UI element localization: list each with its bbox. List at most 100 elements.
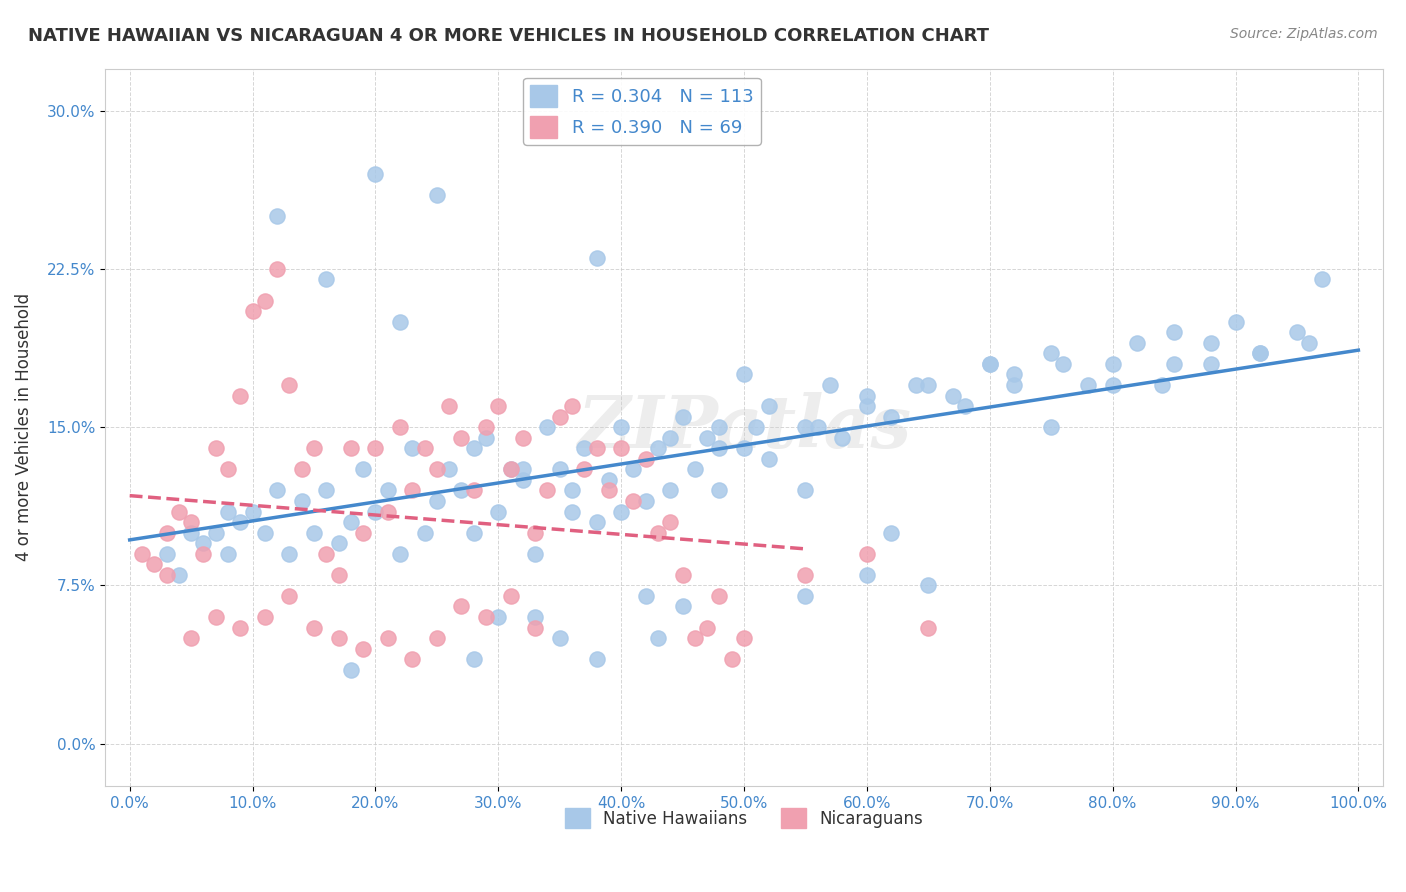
Native Hawaiians xyxy=(278,547,301,561)
Native Hawaiians xyxy=(463,442,485,456)
Native Hawaiians xyxy=(1126,335,1149,350)
Native Hawaiians xyxy=(709,420,731,434)
Native Hawaiians xyxy=(463,525,485,540)
Nicaraguans xyxy=(598,483,620,498)
Native Hawaiians xyxy=(1285,325,1308,339)
Nicaraguans xyxy=(426,631,449,645)
Native Hawaiians xyxy=(364,167,387,181)
Native Hawaiians xyxy=(979,357,1001,371)
Native Hawaiians xyxy=(1150,378,1173,392)
Nicaraguans xyxy=(917,621,939,635)
Nicaraguans xyxy=(340,442,363,456)
Native Hawaiians xyxy=(794,589,817,603)
Native Hawaiians xyxy=(671,409,693,424)
Native Hawaiians xyxy=(1052,357,1074,371)
Nicaraguans xyxy=(401,483,423,498)
Native Hawaiians xyxy=(610,420,633,434)
Nicaraguans xyxy=(131,547,153,561)
Nicaraguans xyxy=(143,558,166,572)
Native Hawaiians xyxy=(315,272,337,286)
Native Hawaiians xyxy=(905,378,928,392)
Native Hawaiians xyxy=(561,504,583,518)
Native Hawaiians xyxy=(388,547,411,561)
Native Hawaiians xyxy=(155,547,177,561)
Nicaraguans xyxy=(413,442,436,456)
Native Hawaiians xyxy=(242,504,264,518)
Nicaraguans xyxy=(426,462,449,476)
Native Hawaiians xyxy=(745,420,768,434)
Nicaraguans xyxy=(536,483,558,498)
Native Hawaiians xyxy=(499,462,522,476)
Native Hawaiians xyxy=(1249,346,1271,360)
Native Hawaiians xyxy=(659,431,682,445)
Nicaraguans xyxy=(475,610,498,624)
Native Hawaiians xyxy=(585,515,607,529)
Native Hawaiians xyxy=(733,442,755,456)
Native Hawaiians xyxy=(1002,368,1025,382)
Nicaraguans xyxy=(204,442,226,456)
Native Hawaiians xyxy=(856,567,879,582)
Native Hawaiians xyxy=(340,515,363,529)
Native Hawaiians xyxy=(659,483,682,498)
Nicaraguans xyxy=(709,589,731,603)
Native Hawaiians xyxy=(574,442,596,456)
Nicaraguans xyxy=(266,261,288,276)
Nicaraguans xyxy=(450,431,472,445)
Text: NATIVE HAWAIIAN VS NICARAGUAN 4 OR MORE VEHICLES IN HOUSEHOLD CORRELATION CHART: NATIVE HAWAIIAN VS NICARAGUAN 4 OR MORE … xyxy=(28,27,988,45)
Nicaraguans xyxy=(486,399,509,413)
Nicaraguans xyxy=(193,547,215,561)
Legend: Native Hawaiians, Nicaraguans: Native Hawaiians, Nicaraguans xyxy=(558,801,929,835)
Nicaraguans xyxy=(524,621,547,635)
Native Hawaiians xyxy=(1040,420,1063,434)
Native Hawaiians xyxy=(709,442,731,456)
Nicaraguans xyxy=(671,567,693,582)
Y-axis label: 4 or more Vehicles in Household: 4 or more Vehicles in Household xyxy=(15,293,32,561)
Native Hawaiians xyxy=(266,483,288,498)
Native Hawaiians xyxy=(364,504,387,518)
Nicaraguans xyxy=(720,652,742,666)
Native Hawaiians xyxy=(1163,357,1185,371)
Native Hawaiians xyxy=(807,420,830,434)
Native Hawaiians xyxy=(1163,325,1185,339)
Native Hawaiians xyxy=(253,525,276,540)
Nicaraguans xyxy=(475,420,498,434)
Nicaraguans xyxy=(733,631,755,645)
Native Hawaiians xyxy=(315,483,337,498)
Native Hawaiians xyxy=(536,420,558,434)
Nicaraguans xyxy=(659,515,682,529)
Native Hawaiians xyxy=(340,663,363,677)
Nicaraguans xyxy=(401,652,423,666)
Native Hawaiians xyxy=(917,378,939,392)
Nicaraguans xyxy=(253,293,276,308)
Nicaraguans xyxy=(377,504,399,518)
Nicaraguans xyxy=(229,388,252,402)
Nicaraguans xyxy=(794,567,817,582)
Native Hawaiians xyxy=(328,536,350,550)
Nicaraguans xyxy=(291,462,314,476)
Nicaraguans xyxy=(217,462,239,476)
Nicaraguans xyxy=(253,610,276,624)
Native Hawaiians xyxy=(831,431,853,445)
Native Hawaiians xyxy=(1249,346,1271,360)
Nicaraguans xyxy=(585,442,607,456)
Text: ZIPatlas: ZIPatlas xyxy=(576,392,911,463)
Native Hawaiians xyxy=(647,631,669,645)
Nicaraguans xyxy=(302,442,325,456)
Native Hawaiians xyxy=(548,631,571,645)
Native Hawaiians xyxy=(266,209,288,223)
Nicaraguans xyxy=(623,494,645,508)
Native Hawaiians xyxy=(856,388,879,402)
Nicaraguans xyxy=(278,378,301,392)
Native Hawaiians xyxy=(758,399,780,413)
Native Hawaiians xyxy=(512,473,534,487)
Nicaraguans xyxy=(328,631,350,645)
Native Hawaiians xyxy=(794,420,817,434)
Native Hawaiians xyxy=(953,399,976,413)
Native Hawaiians xyxy=(193,536,215,550)
Native Hawaiians xyxy=(401,442,423,456)
Nicaraguans xyxy=(155,567,177,582)
Nicaraguans xyxy=(450,599,472,614)
Nicaraguans xyxy=(302,621,325,635)
Native Hawaiians xyxy=(585,652,607,666)
Native Hawaiians xyxy=(634,494,657,508)
